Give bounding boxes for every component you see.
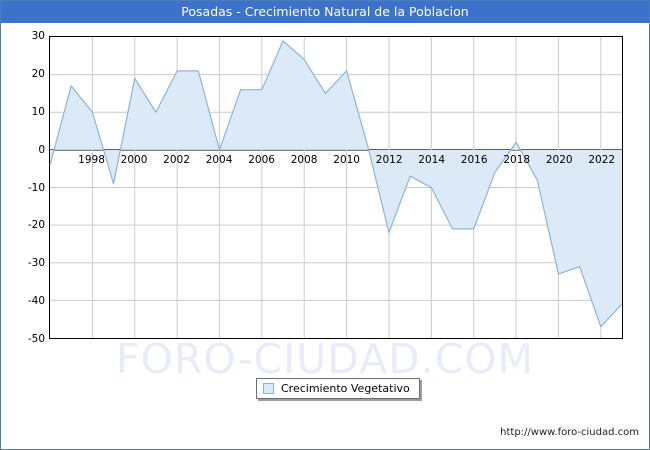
x-axis-tick-label: 2004: [205, 153, 233, 166]
y-axis-tick-label: -30: [27, 257, 45, 270]
y-axis-tick-label: 10: [31, 105, 45, 118]
y-axis-tick-label: -10: [27, 181, 45, 194]
x-axis-tick-label: 2022: [588, 153, 616, 166]
y-axis-tick-label: 30: [31, 30, 45, 42]
legend-label: Crecimiento Vegetativo: [281, 382, 410, 395]
y-axis-tick-label: 0: [38, 143, 45, 156]
chart-legend: Crecimiento Vegetativo: [256, 378, 420, 399]
source-url: http://www.foro-ciudad.com: [500, 427, 639, 438]
x-axis-tick-label: 2010: [333, 153, 360, 166]
x-axis-tick-label: 2018: [503, 153, 531, 166]
x-axis-tick-label: 2014: [418, 153, 446, 166]
y-axis-tick-label: -40: [27, 295, 45, 308]
y-axis-tick-label: -20: [27, 219, 45, 232]
x-axis-labels: 1998 2000 2002 2004 2006 2008 2010 2012 2014 2016…: [49, 23, 623, 449]
data-series-area: [49, 40, 623, 328]
x-axis-tick-label: 2000: [120, 153, 148, 166]
x-axis-tick-label: 2020: [545, 153, 573, 166]
x-axis-tick-label: 2002: [163, 153, 190, 166]
series-fill-crecimiento-vegetativo: [50, 40, 622, 327]
series-line-crecimiento-vegetativo: [49, 40, 623, 328]
plot-area: [49, 36, 623, 339]
x-axis-tick-label: 2008: [290, 153, 318, 166]
x-axis-tick-label: 2016: [460, 153, 488, 166]
y-axis-labels: 30 20 10 0 -10 -20 -30 -40 -50: [1, 30, 45, 345]
x-axis-tick-label: 2006: [248, 153, 275, 166]
legend-swatch-icon: [263, 383, 274, 394]
y-axis-tick-label: -50: [27, 333, 45, 345]
y-axis-tick-label: 20: [31, 67, 45, 80]
chart-canvas: 30 20 10 0 -10 -20 -30 -40 -50 1998 2000 2002 2004 2…: [1, 23, 649, 449]
x-axis-tick-label: 1998: [78, 153, 105, 166]
x-axis-tick-label: 2012: [375, 153, 403, 166]
window-title: Posadas - Crecimiento Natural de la Pobl…: [1, 1, 649, 23]
